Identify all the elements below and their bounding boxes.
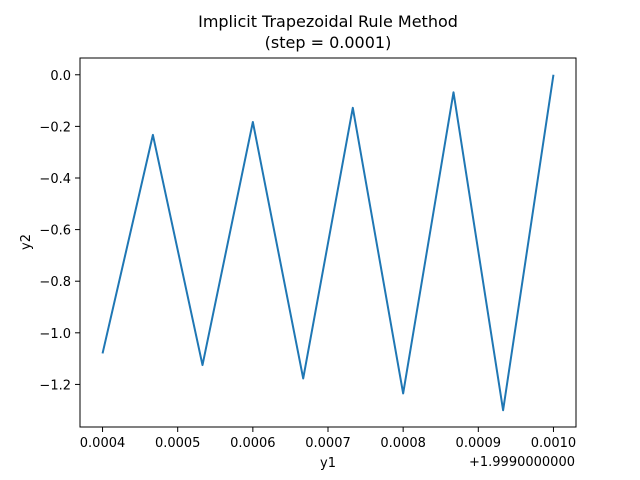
y-tick-label: −0.4 bbox=[39, 172, 71, 187]
x-tick-label: 0.0009 bbox=[456, 436, 502, 451]
y-tick-label: −1.0 bbox=[39, 327, 71, 342]
y-tick-label: −0.8 bbox=[39, 275, 71, 290]
x-tick-label: 0.0006 bbox=[230, 436, 276, 451]
x-tick-label: 0.0005 bbox=[155, 436, 201, 451]
series-line-0 bbox=[101, 74, 555, 412]
y-tick-label: −0.6 bbox=[39, 224, 71, 239]
x-tick-label: 0.0010 bbox=[531, 436, 577, 451]
chart-title: Implicit Trapezoidal Rule Method bbox=[198, 12, 458, 31]
x-axis-offset-label: +1.9990000000 bbox=[469, 455, 575, 470]
x-axis-label: y1 bbox=[320, 456, 336, 471]
plot-area: 0.0004 0.0005 0.0006 0.0007 0.0008 0.0009 0.00… bbox=[39, 57, 577, 451]
y-tick-label: −0.2 bbox=[39, 120, 71, 135]
x-tick-label: 0.0007 bbox=[305, 436, 351, 451]
x-tick-label: 0.0008 bbox=[380, 436, 426, 451]
x-tick-label: 0.0004 bbox=[80, 436, 126, 451]
y-axis-label: y2 bbox=[19, 234, 34, 250]
y-tick-label: −1.2 bbox=[39, 378, 71, 393]
y-tick-label: 0.0 bbox=[50, 69, 71, 84]
chart-subtitle: (step = 0.0001) bbox=[265, 33, 392, 52]
